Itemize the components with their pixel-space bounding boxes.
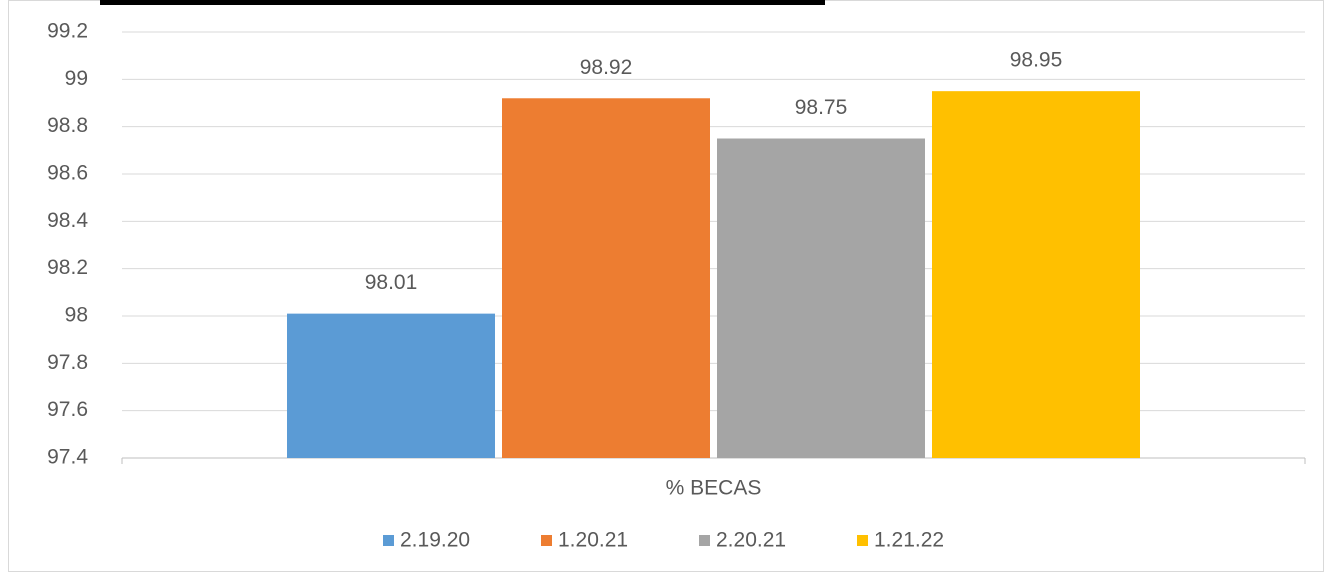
y-tick-label: 97.4: [47, 446, 88, 469]
y-tick-label: 98.8: [47, 114, 88, 137]
data-label: 98.95: [1010, 49, 1063, 72]
y-tick-label: 97.8: [47, 351, 88, 374]
top-bar: [100, 0, 825, 5]
y-tick-label: 99: [65, 67, 88, 90]
y-tick-label: 98.6: [47, 162, 88, 185]
data-label: 98.01: [365, 271, 418, 294]
legend-label: 1.21.22: [874, 529, 944, 552]
legend-label: 2.19.20: [400, 529, 470, 552]
legend-label: 1.20.21: [558, 529, 628, 552]
legend-swatch: [541, 535, 552, 546]
x-tick-label: % BECAS: [666, 477, 762, 500]
y-tick-label: 97.6: [47, 398, 88, 421]
bar: [717, 138, 925, 458]
legend-swatch: [699, 535, 710, 546]
legend-label: 2.20.21: [716, 529, 786, 552]
y-tick-label: 98: [65, 304, 88, 327]
y-tick-label: 99.2: [47, 20, 88, 43]
bar: [932, 91, 1140, 459]
y-tick-label: 98.4: [47, 209, 88, 232]
bar: [287, 313, 495, 458]
bar: [502, 98, 710, 459]
data-label: 98.92: [580, 56, 633, 79]
legend-swatch: [383, 535, 394, 546]
y-tick-label: 98.2: [47, 256, 88, 279]
data-label: 98.75: [795, 96, 848, 119]
legend-swatch: [857, 535, 868, 546]
